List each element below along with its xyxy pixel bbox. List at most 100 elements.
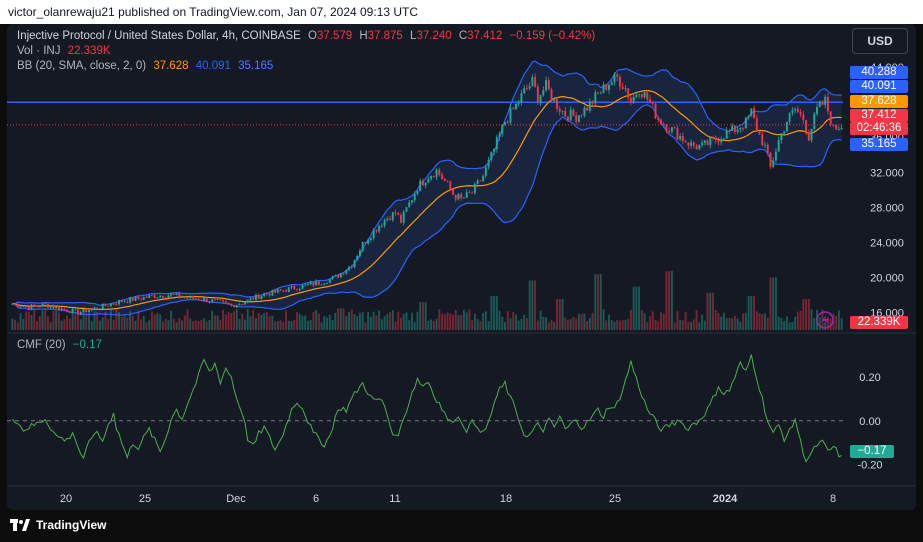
candle-body bbox=[610, 82, 613, 85]
volume-bar bbox=[271, 315, 274, 330]
volume-bar bbox=[118, 312, 121, 330]
currency-button[interactable]: USD bbox=[852, 28, 908, 54]
volume-label[interactable]: Vol · INJ bbox=[17, 45, 61, 57]
high-label: H bbox=[359, 30, 368, 42]
candle-body bbox=[369, 238, 372, 241]
volume-bar bbox=[520, 319, 523, 330]
candle-body bbox=[441, 174, 444, 179]
volume-bar bbox=[235, 309, 238, 330]
candle-body bbox=[504, 122, 506, 125]
candle-body bbox=[235, 305, 238, 308]
last-price-badge: 37.412 bbox=[850, 109, 908, 122]
volume-bar bbox=[49, 322, 52, 330]
chart-panel[interactable]: 44.00040.00036.00032.00028.00024.00020.0… bbox=[7, 24, 916, 510]
volume-bar bbox=[71, 310, 74, 330]
candle-body bbox=[840, 127, 843, 130]
volume-bar bbox=[244, 319, 246, 330]
symbol-title[interactable]: Injective Protocol / United States Dolla… bbox=[17, 30, 301, 42]
volume-bar bbox=[183, 315, 186, 330]
volume-bar bbox=[60, 320, 63, 330]
tradingview-logo[interactable]: TradingView bbox=[10, 518, 106, 532]
candle-body bbox=[824, 96, 827, 105]
candle-body bbox=[230, 304, 233, 306]
candle-body bbox=[482, 175, 485, 181]
volume-bar bbox=[542, 316, 545, 330]
volume-bar bbox=[681, 320, 684, 330]
candle-body bbox=[813, 113, 816, 129]
candle-body bbox=[153, 295, 156, 298]
candle-body bbox=[364, 242, 367, 244]
volume-bar bbox=[57, 312, 60, 330]
volume-bar bbox=[68, 318, 71, 330]
candle-body bbox=[296, 289, 298, 291]
candle-body bbox=[323, 283, 326, 285]
volume-bar bbox=[44, 309, 47, 330]
candle-body bbox=[287, 287, 290, 292]
candle-body bbox=[57, 306, 60, 310]
candle-body bbox=[85, 308, 88, 313]
candle-body bbox=[317, 281, 320, 285]
volume-bar bbox=[416, 311, 419, 330]
volume-bar bbox=[402, 313, 405, 330]
candle-body bbox=[454, 194, 457, 200]
volume-bar bbox=[63, 319, 66, 330]
bb-label[interactable]: BB (20, SMA, close, 2, 0) bbox=[17, 60, 147, 72]
candle-body bbox=[580, 115, 583, 117]
candle-body bbox=[145, 297, 148, 298]
cmf-label[interactable]: CMF (20) bbox=[17, 339, 66, 351]
volume-bar bbox=[192, 321, 194, 330]
chart-svg[interactable]: 44.00040.00036.00032.00028.00024.00020.0… bbox=[7, 24, 916, 510]
candle-body bbox=[49, 306, 52, 308]
volume-bar bbox=[539, 310, 542, 330]
volume-bar bbox=[504, 322, 506, 330]
candle-body bbox=[542, 90, 545, 96]
candle-body bbox=[142, 297, 145, 300]
candle-body bbox=[438, 169, 441, 175]
volume-bar bbox=[367, 312, 370, 330]
volume-bar bbox=[791, 322, 794, 330]
volume-bar bbox=[222, 309, 225, 330]
volume-bar bbox=[580, 314, 583, 330]
candle-body bbox=[772, 160, 775, 167]
candle-body bbox=[161, 295, 164, 298]
volume-bar bbox=[353, 314, 356, 330]
candle-body bbox=[118, 300, 121, 305]
candle-body bbox=[222, 300, 225, 302]
lightning-bolt-icon bbox=[822, 314, 829, 326]
volume-bar bbox=[356, 316, 359, 330]
candle-body bbox=[679, 135, 682, 140]
candle-body bbox=[769, 152, 772, 167]
candle-body bbox=[788, 112, 791, 122]
candle-body bbox=[695, 145, 698, 149]
volume-bar bbox=[107, 318, 110, 330]
volume-bar bbox=[55, 310, 58, 330]
volume-bar bbox=[22, 318, 25, 330]
candle-body bbox=[254, 294, 257, 300]
volume-bar bbox=[279, 320, 282, 330]
candle-body bbox=[189, 296, 192, 298]
volume-bar bbox=[525, 318, 528, 330]
candle-body bbox=[506, 122, 509, 123]
candle-body bbox=[170, 293, 173, 296]
candle-body bbox=[810, 128, 813, 141]
volume-bar bbox=[148, 320, 151, 330]
candle-body bbox=[528, 85, 531, 89]
time-tick-label: 25 bbox=[609, 493, 621, 505]
candle-body bbox=[378, 226, 381, 232]
candle-body bbox=[566, 116, 569, 121]
candle-body bbox=[200, 300, 203, 301]
candle-body bbox=[608, 84, 610, 90]
volume-bar bbox=[471, 319, 474, 330]
candle-body bbox=[219, 299, 222, 301]
volume-bar bbox=[104, 311, 107, 330]
candle-body bbox=[676, 128, 679, 140]
candle-body bbox=[410, 200, 413, 203]
candle-body bbox=[780, 133, 783, 141]
volume-bar bbox=[703, 320, 706, 330]
candle-body bbox=[424, 182, 427, 186]
candle-body bbox=[794, 108, 797, 111]
candle-body bbox=[783, 131, 786, 134]
volume-bar bbox=[309, 320, 312, 330]
volume-bar bbox=[74, 312, 77, 330]
volume-bar bbox=[126, 317, 129, 330]
